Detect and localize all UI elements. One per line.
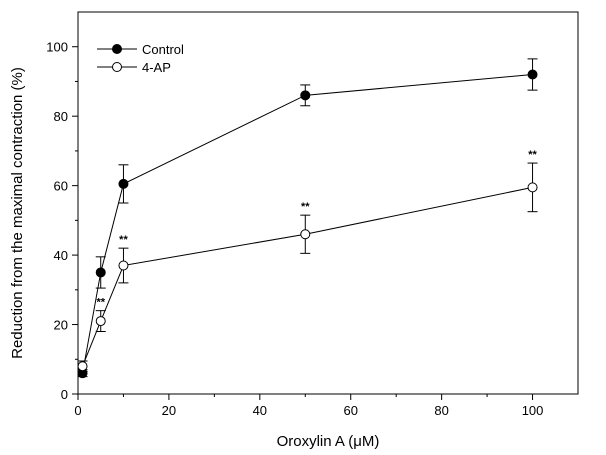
data-point: [527, 69, 538, 80]
data-point: [300, 90, 311, 101]
legend: Control 4-AP: [97, 42, 184, 75]
significance-marker: **: [301, 201, 310, 213]
series-4-ap: ** ** ** **: [77, 149, 538, 372]
series-layer: ** ** ** **: [77, 58, 538, 379]
data-point: [77, 361, 88, 372]
x-axis-label: Oroxylin A (μM): [277, 433, 380, 450]
data-point: [95, 316, 106, 327]
y-tick-label: 100: [46, 40, 68, 55]
series-line: [82, 74, 533, 374]
x-tick-label: 0: [74, 403, 81, 418]
legend-marker: [112, 44, 122, 54]
plot-frame: [77, 11, 579, 395]
significance-marker: **: [119, 234, 128, 246]
data-point: [95, 267, 106, 278]
data-point: [300, 229, 311, 240]
data-point: [118, 260, 129, 271]
y-tick-label: 40: [54, 248, 68, 263]
legend-marker: [112, 62, 122, 72]
legend-item: Control: [97, 42, 184, 57]
x-tick-label: 80: [434, 403, 448, 418]
data-point: [527, 182, 538, 193]
legend-label: 4-AP: [142, 60, 171, 75]
significance-marker: **: [96, 297, 105, 309]
axes: 0 20 40 60 80 100 0 20 40 60 80 100: [46, 11, 579, 418]
x-tick-label: 60: [343, 403, 357, 418]
x-tick-label: 20: [162, 403, 176, 418]
legend-label: Control: [142, 42, 184, 57]
y-tick-label: 60: [54, 179, 68, 194]
series-line: [82, 186, 533, 367]
y-tick-label: 80: [54, 109, 68, 124]
x-tick-label: 40: [253, 403, 267, 418]
x-tick-label: 100: [522, 403, 544, 418]
data-point: [118, 178, 129, 189]
y-tick-label: 0: [61, 387, 68, 402]
significance-marker: **: [528, 149, 537, 161]
y-axis-label: Reduction from the maximal contraction (…: [9, 67, 26, 359]
y-tick-label: 20: [54, 318, 68, 333]
legend-item: 4-AP: [97, 60, 171, 75]
series-control: [77, 58, 538, 379]
